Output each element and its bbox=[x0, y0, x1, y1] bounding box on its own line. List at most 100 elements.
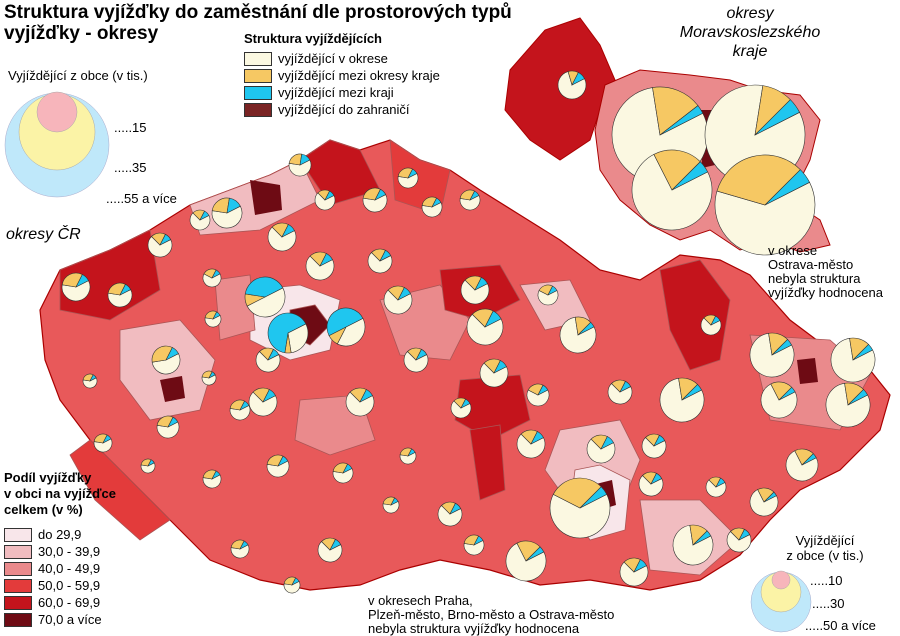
pie-slice bbox=[329, 538, 342, 551]
pie-slice bbox=[530, 431, 544, 445]
pie-slice bbox=[650, 472, 663, 485]
pie-slice bbox=[525, 546, 545, 562]
share-class: do 29,9 bbox=[4, 526, 154, 543]
size-legend-left-circles bbox=[4, 91, 110, 198]
pie-slice bbox=[760, 383, 798, 419]
pie-slice bbox=[463, 540, 485, 556]
swatch-between-regions bbox=[244, 85, 272, 100]
pie-slice bbox=[156, 421, 180, 439]
structure-legend-item: vyjíždějící do zahraničí bbox=[244, 101, 494, 118]
pie-slice bbox=[151, 353, 181, 375]
pie-slice bbox=[248, 391, 278, 417]
size-legend-right-circles bbox=[750, 570, 812, 633]
pie-slice bbox=[710, 315, 721, 326]
pie-slice bbox=[437, 505, 463, 527]
pie-slice bbox=[390, 497, 399, 506]
pie-slice bbox=[407, 168, 418, 179]
pie-slice bbox=[167, 416, 179, 428]
pie-slice bbox=[460, 279, 490, 305]
pie-slice bbox=[288, 159, 312, 177]
pie-slice bbox=[607, 383, 633, 405]
pie-slice bbox=[283, 580, 301, 594]
pie-slice bbox=[383, 289, 413, 315]
pie-slice bbox=[577, 321, 595, 336]
size-legend-left-label: .....55 a více bbox=[106, 191, 177, 206]
pie-slice bbox=[399, 451, 417, 465]
pie-slice bbox=[653, 149, 701, 191]
pie-slice bbox=[93, 438, 113, 453]
pie-slice bbox=[571, 72, 585, 86]
pie-slice bbox=[479, 362, 509, 388]
pie-slice bbox=[763, 491, 777, 503]
pie-slice bbox=[671, 161, 709, 191]
pie-slice bbox=[460, 398, 471, 409]
pie-slice bbox=[287, 323, 309, 354]
pie-slice bbox=[202, 273, 222, 288]
pie-slice bbox=[397, 287, 411, 301]
share-legend-title: Podíl vyjížďky v obci na vyjížďce celkem… bbox=[4, 470, 116, 517]
pie-slice bbox=[449, 502, 462, 515]
pie-slice bbox=[359, 389, 373, 403]
cr-districts-label: okresy ČR bbox=[6, 226, 81, 243]
size-legend-right-label: .....10 bbox=[810, 573, 843, 588]
pie-slice bbox=[450, 400, 472, 419]
pie-slice bbox=[552, 477, 602, 509]
msk-label: okresy Moravskoslezského kraje bbox=[679, 5, 821, 60]
pie-slice bbox=[549, 493, 611, 539]
pie-slice bbox=[466, 313, 504, 346]
pie-slice bbox=[314, 192, 336, 211]
pie-slice bbox=[374, 188, 387, 201]
pie-slice bbox=[579, 486, 608, 509]
pie-slice bbox=[319, 253, 333, 267]
structure-legend: Struktura vyjíždějících vyjíždějící v ok… bbox=[244, 31, 494, 118]
pie-slice bbox=[267, 226, 297, 252]
pie-slice bbox=[147, 459, 155, 467]
pie-slice bbox=[469, 190, 480, 201]
pie-slice bbox=[202, 474, 222, 489]
pie-slice bbox=[189, 212, 211, 231]
pie-slice bbox=[801, 453, 817, 466]
pie-slice bbox=[89, 374, 97, 382]
pie-slice bbox=[262, 389, 276, 403]
pie-slice bbox=[653, 434, 666, 447]
pie-slice bbox=[631, 153, 713, 231]
pie-slice bbox=[586, 438, 616, 464]
pie-slice bbox=[749, 489, 779, 517]
structure-legend-item: vyjíždějící mezi kraji bbox=[244, 84, 494, 101]
pie-slice bbox=[291, 577, 300, 586]
pie-slice bbox=[107, 289, 133, 308]
pie-slice bbox=[847, 389, 869, 406]
pie-slice bbox=[229, 405, 251, 421]
pie-slice bbox=[652, 86, 699, 136]
pie-slice bbox=[199, 210, 210, 221]
pie-slice bbox=[505, 542, 547, 582]
pie-slice bbox=[641, 437, 667, 459]
pie-slice bbox=[659, 105, 704, 136]
pie-slice bbox=[692, 530, 712, 546]
pie-slice bbox=[362, 194, 388, 213]
share-class: 30,0 - 39,9 bbox=[4, 543, 154, 560]
pie-slice bbox=[681, 384, 703, 401]
pie-slice bbox=[785, 450, 819, 482]
pie-slice bbox=[619, 380, 632, 393]
pie-slice bbox=[75, 274, 89, 288]
pie-slice bbox=[208, 371, 216, 379]
pie-slice bbox=[407, 448, 416, 457]
swatch-abroad bbox=[244, 102, 272, 117]
pie-slice bbox=[336, 317, 366, 347]
pie-slice bbox=[342, 463, 353, 474]
ostrava-note: v okrese Ostrava-město nebyla struktura … bbox=[768, 243, 883, 300]
pie-slice bbox=[159, 233, 172, 246]
pie-slice bbox=[382, 500, 400, 514]
pie-slice bbox=[151, 345, 173, 363]
pie-slice bbox=[726, 531, 752, 553]
size-legend-left-label: .....15 bbox=[114, 120, 147, 135]
pie-slice bbox=[474, 277, 488, 291]
pie-slice bbox=[288, 153, 303, 166]
pie-slice bbox=[484, 310, 502, 328]
pie-slice bbox=[600, 436, 614, 450]
pie-slice bbox=[537, 290, 559, 306]
pie-slice bbox=[147, 236, 173, 258]
pie-slice bbox=[638, 475, 664, 497]
